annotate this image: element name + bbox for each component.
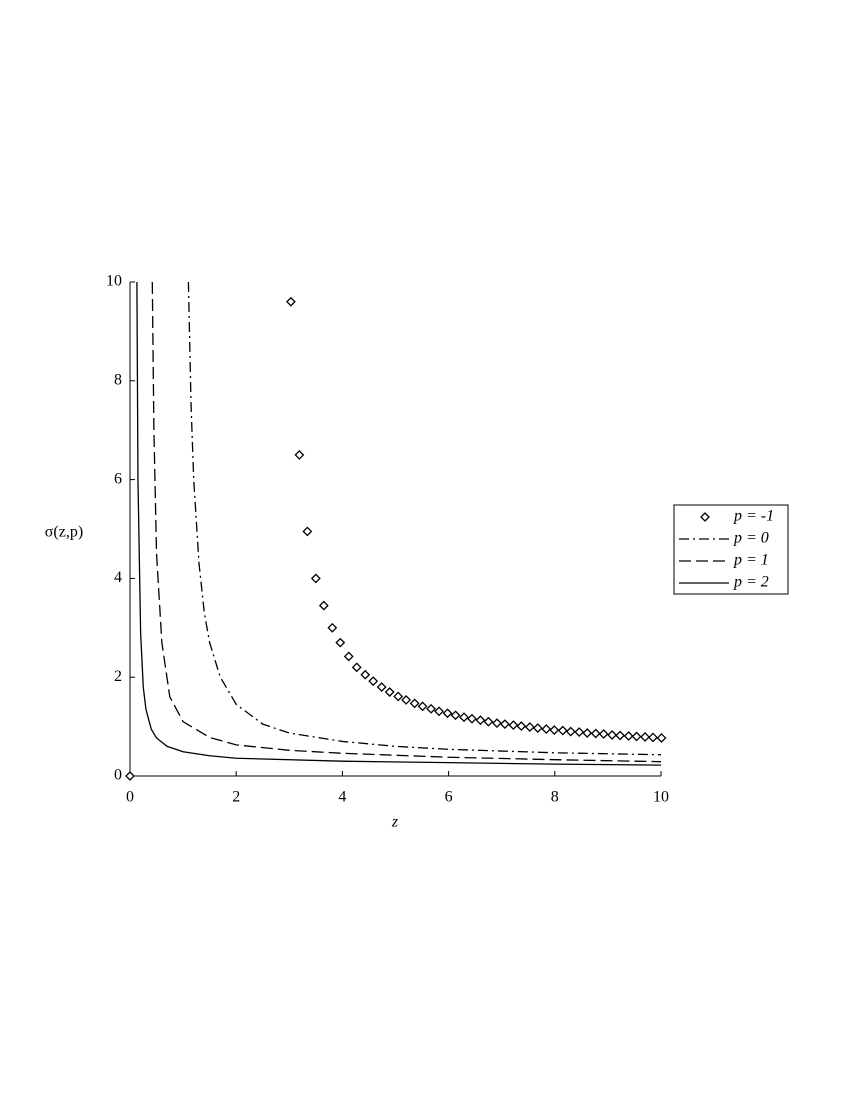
diamond-marker — [384, 687, 395, 697]
diamond-marker — [607, 730, 618, 740]
y-tick-label: 2 — [114, 668, 122, 685]
legend-label: p = 2 — [733, 574, 769, 591]
diamond-marker — [442, 708, 453, 719]
diamond-marker — [532, 723, 543, 734]
legend-marker — [700, 512, 710, 522]
diamond-marker — [351, 662, 362, 673]
diamond-marker — [557, 725, 568, 736]
diamond-marker — [467, 713, 477, 724]
diamond-marker — [459, 712, 469, 723]
diamond-marker — [360, 669, 371, 680]
diamond-marker — [565, 726, 576, 737]
y-tick-label: 4 — [114, 569, 122, 586]
diamond-marker — [302, 526, 313, 537]
diamond-marker — [590, 728, 601, 739]
series-line — [136, 281, 662, 766]
x-tick-label: 4 — [338, 789, 346, 806]
diamond-marker — [615, 730, 626, 741]
diamond-marker — [401, 695, 412, 705]
diamond-marker — [656, 733, 667, 743]
diamond-marker — [294, 449, 305, 460]
series-line — [151, 281, 662, 763]
diamond-marker — [318, 600, 329, 611]
diamond-marker — [483, 716, 494, 727]
diamond-marker — [327, 622, 338, 633]
diamond-marker — [516, 721, 527, 732]
legend-label: p = 1 — [733, 552, 769, 569]
diamond-marker — [426, 703, 436, 714]
legend-label: p = 0 — [733, 530, 769, 547]
diamond-marker — [640, 732, 650, 742]
x-tick-label: 10 — [653, 789, 669, 806]
legend-label: p = -1 — [733, 508, 774, 525]
x-axis-label: z — [391, 814, 399, 831]
diamond-marker — [582, 728, 593, 738]
diamond-marker — [492, 718, 502, 729]
diamond-marker — [475, 715, 486, 726]
diamond-marker — [574, 727, 585, 737]
diamond-marker — [499, 719, 510, 730]
diamond-marker — [623, 731, 634, 741]
diamond-marker — [125, 771, 135, 781]
diamond-marker — [285, 296, 296, 307]
diamond-marker — [343, 651, 354, 662]
diamond-marker — [393, 691, 404, 702]
diamond-marker — [335, 637, 346, 648]
diamond-marker — [368, 676, 379, 687]
diamond-marker — [631, 731, 642, 742]
diamond-marker — [376, 682, 387, 692]
y-tick-label: 8 — [114, 371, 122, 388]
x-tick-label: 0 — [126, 789, 134, 806]
y-tick-label: 0 — [114, 767, 122, 784]
diamond-marker — [549, 725, 560, 735]
diamond-marker — [310, 573, 321, 584]
x-tick-label: 8 — [551, 789, 559, 806]
y-tick-label: 10 — [106, 273, 122, 290]
diamond-marker — [409, 698, 420, 709]
diamond-marker — [508, 720, 519, 731]
diamond-marker — [434, 706, 444, 717]
legend-box — [673, 504, 789, 595]
diamond-marker — [541, 724, 552, 734]
series-line — [187, 281, 662, 756]
y-axis-label: σ(z,p) — [45, 524, 83, 541]
diamond-marker — [450, 710, 461, 721]
x-tick-label: 6 — [445, 789, 453, 806]
diamond-marker — [648, 732, 658, 743]
y-tick-label: 6 — [114, 470, 122, 487]
diamond-marker — [524, 722, 535, 733]
diamond-marker — [598, 729, 609, 739]
x-tick-label: 2 — [232, 789, 240, 806]
diamond-marker — [417, 701, 428, 712]
